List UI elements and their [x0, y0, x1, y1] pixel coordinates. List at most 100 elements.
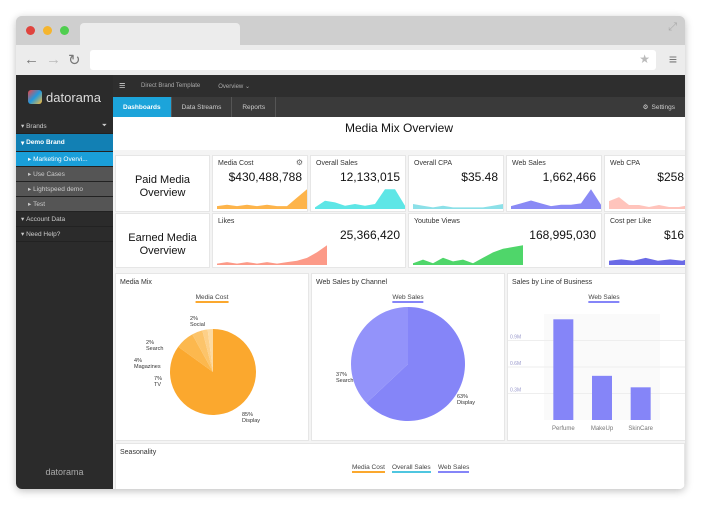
sparkline — [315, 189, 405, 209]
tab-dashboards[interactable]: Dashboards — [113, 97, 172, 117]
kpi-label: Overall CPA — [414, 160, 452, 167]
sparkline-area — [217, 245, 327, 265]
kpi-label: Web CPA — [610, 160, 641, 167]
kpi-media-cost[interactable]: Media Cost $430,488,788 ⚙ — [212, 155, 308, 212]
kpi-web-sales[interactable]: Web Sales 1,662,466 — [506, 155, 602, 212]
legend-overall-sales[interactable]: Overall Sales — [392, 464, 431, 473]
hamburger-icon[interactable]: ≡ — [119, 80, 126, 92]
pie-label-name: TV — [154, 382, 162, 388]
chart-title: Sales by Line of Business — [512, 279, 593, 286]
legend-media-cost[interactable]: Media Cost — [352, 464, 385, 473]
kpi-value: $258.5 — [657, 170, 685, 184]
kpi-label: Likes — [218, 218, 235, 225]
sparkline — [413, 245, 523, 265]
sidebar-item-demo-brand[interactable]: ▾ Demo Brand — [16, 134, 113, 152]
tab-reports[interactable]: Reports — [232, 97, 277, 117]
settings-label: Settings — [651, 103, 676, 111]
pie-slice-social[interactable] — [207, 329, 213, 372]
sidebar-item-label: Test — [33, 200, 45, 208]
sidebar-item-brands[interactable]: ▾ Brands ⏷ — [16, 119, 113, 134]
kpi-web-cpa[interactable]: Web CPA $258.5 — [604, 155, 685, 212]
chart-panel-media-mix: Media Mix Media Cost 85% Display 7% TV 4% Magaz… — [115, 273, 309, 441]
kpi-cost-per-like[interactable]: Cost per Like $16.1 — [604, 213, 685, 268]
chart-plot — [170, 329, 256, 415]
pie-slice-search[interactable] — [202, 329, 213, 372]
breadcrumb-overview-label: Overview — [218, 83, 244, 90]
sidebar-item-need-help-[interactable]: ▾ Need Help? — [16, 227, 113, 242]
chart-legend[interactable]: Web Sales — [588, 294, 620, 303]
caret-icon: ▾ — [21, 231, 25, 238]
pie-slice-tv[interactable] — [178, 334, 213, 372]
pie-label-value: 2 — [146, 340, 150, 346]
pie-slice-display[interactable] — [366, 307, 465, 421]
sparkline-area — [315, 189, 405, 209]
minimize-window-icon[interactable] — [43, 26, 52, 35]
pie-label: 85% Display — [242, 412, 261, 424]
sparkline — [413, 204, 503, 209]
pie-label-value: 85 — [242, 412, 249, 418]
sparkline — [511, 189, 601, 209]
page-title: Media Mix Overview — [344, 121, 454, 135]
earned-title-card: Earned Media Overview — [115, 213, 210, 268]
kpi-overall-sales[interactable]: Overall Sales 12,133,015 — [310, 155, 406, 212]
filter-icon[interactable]: ⏷ — [101, 122, 107, 129]
chart-legend[interactable]: Web Sales — [392, 294, 424, 303]
breadcrumb-template[interactable]: Direct Brand Template — [141, 83, 201, 89]
y-tick-label: 0.9M — [510, 335, 521, 341]
address-bar-row: ← → ↻ ★ ≡ — [16, 45, 685, 75]
sparkline-area — [413, 204, 503, 209]
gear-icon[interactable]: ⚙ — [295, 158, 303, 167]
kpi-youtube-views[interactable]: Youtube Views 168,995,030 — [408, 213, 602, 268]
kpi-label: Youtube Views — [414, 218, 460, 225]
url-input[interactable]: ★ — [90, 50, 656, 70]
paid-title-card: Paid Media Overview — [115, 155, 210, 212]
pie-label-value: 7 — [154, 376, 158, 382]
breadcrumb-overview[interactable]: Overview ⌄ — [218, 83, 250, 90]
sidebar-item-marketing-overvi-[interactable]: ▸ Marketing Overvi... — [16, 152, 113, 167]
settings-button[interactable]: ⚙ Settings — [633, 97, 685, 117]
browser-tab[interactable] — [80, 23, 240, 47]
chart-plot — [351, 307, 465, 421]
pie-label-value: 37 — [336, 372, 343, 378]
caret-icon: ▸ — [28, 201, 32, 208]
sidebar-item-account-data[interactable]: ▾ Account Data — [16, 212, 113, 227]
menu-icon[interactable]: ≡ — [668, 51, 677, 67]
browser-tab-bar: ⤢ — [16, 16, 685, 47]
pie-slice-search[interactable] — [351, 307, 408, 404]
sidebar: datorama ▾ Brands ⏷ ▾ Demo Brand ▸ Marketin… — [16, 75, 113, 489]
legend-web-sales[interactable]: Web Sales — [438, 464, 470, 473]
chart-title: Web Sales by Channel — [316, 279, 388, 286]
sidebar-item-lightspeed-demo[interactable]: ▸ Lightspeed demo — [16, 182, 113, 197]
browser-window: ⤢ ← → ↻ ★ ≡ datorama ▾ Brands ⏷ ▾ Demo Bra… — [16, 16, 685, 489]
kpi-overall-cpa[interactable]: Overall CPA $35.48 — [408, 155, 504, 212]
logo: datorama — [16, 75, 113, 119]
bar-perfume[interactable] — [553, 319, 574, 420]
pie-slice-magazines[interactable] — [192, 330, 213, 372]
kpi-value: 12,133,015 — [339, 170, 400, 184]
sparkline-area — [511, 189, 601, 209]
kpi-label: Web Sales — [512, 160, 546, 167]
expand-icon[interactable]: ⤢ — [668, 21, 677, 33]
sidebar-item-test[interactable]: ▸ Test — [16, 197, 113, 212]
kpi-likes[interactable]: Likes 25,366,420 — [212, 213, 406, 268]
forward-arrow-icon[interactable]: → — [46, 51, 61, 68]
reload-icon[interactable]: ↻ — [68, 52, 81, 69]
back-arrow-icon[interactable]: ← — [24, 51, 39, 68]
bar-skincare[interactable] — [630, 387, 651, 420]
chart-legend[interactable]: Media Cost — [195, 294, 229, 303]
star-icon[interactable]: ★ — [639, 52, 650, 66]
gear-icon: ⚙ — [642, 104, 649, 111]
sidebar-item-use-cases[interactable]: ▸ Use Cases — [16, 167, 113, 182]
pie-label-name: Display — [242, 418, 261, 424]
kpi-value: $35.48 — [461, 170, 498, 184]
close-window-icon[interactable] — [26, 26, 35, 35]
bar-makeup[interactable] — [592, 375, 612, 420]
kpi-value: 25,366,420 — [339, 228, 400, 242]
pie-label: 2% Social — [190, 316, 205, 328]
logo-text: datorama — [46, 89, 101, 105]
maximize-window-icon[interactable] — [60, 26, 69, 35]
seasonality-title: Seasonality — [120, 449, 157, 456]
tab-data-streams[interactable]: Data Streams — [172, 97, 233, 117]
sparkline — [609, 197, 685, 209]
caret-icon: ▾ — [21, 139, 25, 147]
